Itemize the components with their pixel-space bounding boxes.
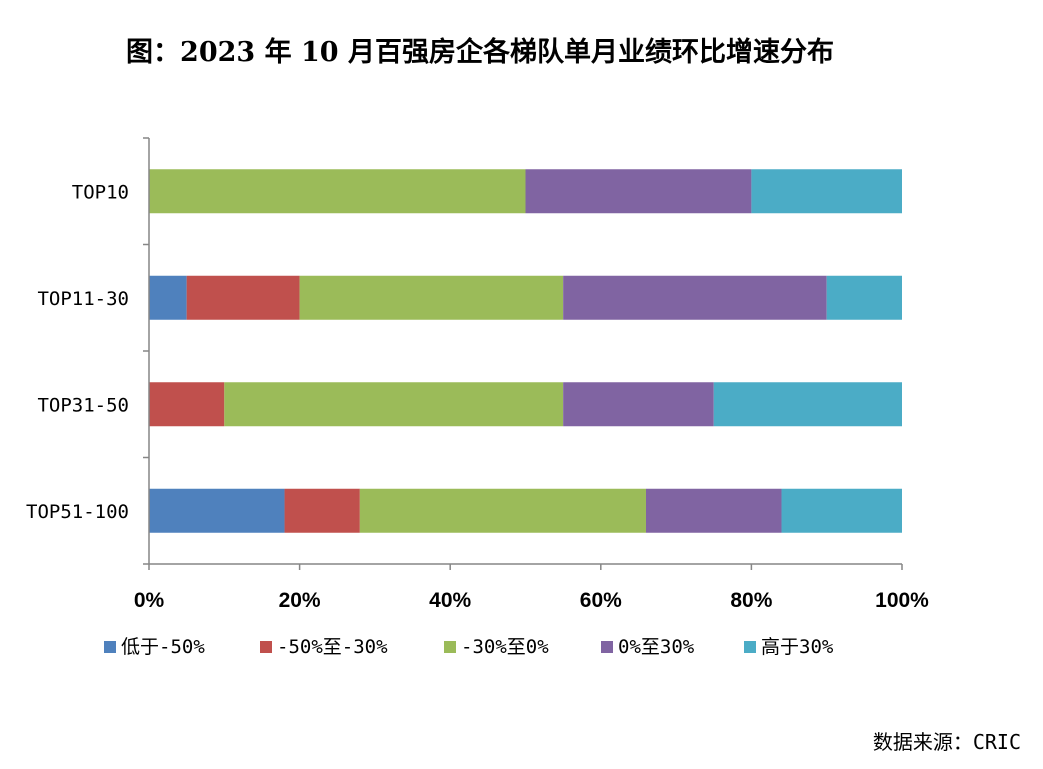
category-label: TOP11-30 (37, 288, 129, 310)
legend-swatch (104, 641, 116, 653)
bar-segment (781, 488, 902, 533)
legend-swatch (444, 641, 456, 653)
x-tick-labels: 0% 20% 40% 60% 80% 100% (134, 589, 929, 612)
axes (143, 137, 903, 570)
bar-segment (149, 169, 526, 214)
bar-group (149, 169, 902, 533)
bar-segment (563, 382, 714, 427)
category-labels: TOP10 TOP11-30 TOP31-50 TOP51-100 (26, 181, 129, 523)
category-label: TOP51-100 (26, 501, 129, 523)
bar-segment (359, 488, 646, 533)
x-tick-label: 80% (730, 589, 772, 612)
x-tick-label: 100% (875, 589, 929, 612)
bar-segment (284, 488, 360, 533)
legend-label: -50%至-30% (277, 636, 388, 658)
legend-label: 高于30% (761, 636, 834, 658)
category-label: TOP31-50 (37, 394, 129, 416)
legend-label: 低于-50% (121, 636, 205, 658)
bar-segment (563, 275, 827, 320)
legend-label: -30%至0% (461, 636, 549, 658)
chart-title: 图：2023 年 10 月百强房企各梯队单月业绩环比增速分布 (126, 37, 834, 68)
x-tick-label: 0% (134, 589, 165, 612)
x-tick-label: 20% (279, 589, 321, 612)
bar-segment (224, 382, 564, 427)
legend-swatch (744, 641, 756, 653)
category-label: TOP10 (72, 181, 129, 203)
bar-segment (149, 382, 225, 427)
x-tick-label: 40% (429, 589, 471, 612)
source-note: 数据来源：CRIC (872, 730, 1021, 754)
bar-segment (751, 169, 902, 214)
legend-label: 0%至30% (618, 636, 695, 658)
bar-segment (645, 488, 782, 533)
legend: 低于-50% -50%至-30% -30%至0% 0%至30% 高于30% (104, 636, 834, 658)
bar-segment (186, 275, 300, 320)
bar-segment (713, 382, 902, 427)
bar-segment (525, 169, 752, 214)
legend-swatch (601, 641, 613, 653)
bar-segment (299, 275, 564, 320)
legend-swatch (260, 641, 272, 653)
bar-segment (149, 275, 187, 320)
x-tick-label: 60% (580, 589, 622, 612)
bar-segment (149, 488, 285, 533)
bar-segment (826, 275, 902, 320)
